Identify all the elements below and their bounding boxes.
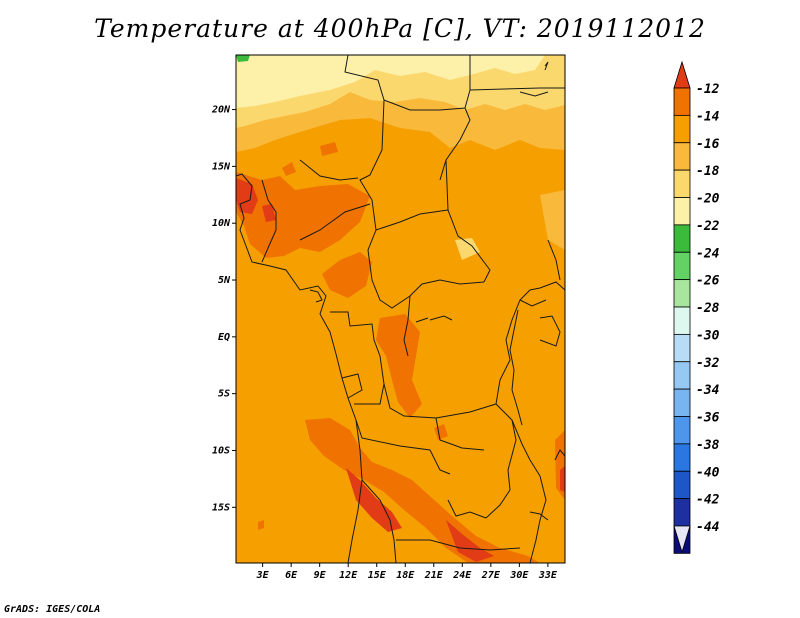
colorbar-box bbox=[673, 142, 691, 171]
colorbar-label: -40 bbox=[696, 465, 720, 480]
field-green-patch bbox=[236, 55, 250, 62]
lon-tick-label: 12E bbox=[339, 570, 358, 581]
colorbar-label: -42 bbox=[696, 493, 720, 508]
colorbar-box bbox=[673, 114, 691, 144]
temperature-field bbox=[236, 55, 565, 563]
field-band-16-east bbox=[540, 190, 565, 250]
colorbar-box bbox=[673, 306, 691, 335]
lat-tick-label: 15N bbox=[212, 161, 231, 172]
colorbar-label: -36 bbox=[696, 411, 720, 426]
colorbar-box bbox=[673, 197, 691, 226]
colorbar-label: -38 bbox=[696, 438, 720, 453]
colorbar-box bbox=[673, 361, 691, 390]
colorbar-label: -44 bbox=[696, 520, 720, 535]
colorbar-box bbox=[673, 470, 691, 500]
lon-tick-label: 18E bbox=[396, 570, 415, 581]
colorbar-label: -20 bbox=[696, 192, 720, 207]
colorbar-label: -14 bbox=[696, 109, 720, 124]
lat-tick-label: 20N bbox=[211, 105, 231, 116]
colorbar-label: -22 bbox=[696, 219, 720, 234]
colorbar-bottom-arrow bbox=[673, 525, 691, 554]
lon-tick-label: 27E bbox=[481, 570, 501, 581]
colorbar-box bbox=[673, 416, 691, 445]
map-frame bbox=[235, 54, 566, 564]
colorbar-box bbox=[673, 498, 691, 527]
lon-tick-label: 6E bbox=[285, 570, 298, 581]
lon-tick-label: 3E bbox=[256, 570, 270, 581]
lat-tick-label: 15S bbox=[212, 502, 230, 513]
colorbar-label: -32 bbox=[696, 356, 720, 371]
lon-tick-label: 9E bbox=[314, 570, 327, 581]
lat-tick-label: 10N bbox=[212, 218, 231, 229]
colorbar-label: -18 bbox=[696, 164, 720, 179]
colorbar-label: -16 bbox=[696, 137, 720, 152]
chart-title: Temperature at 400hPa [C], VT: 201911201… bbox=[94, 14, 706, 43]
country-borders bbox=[236, 55, 565, 563]
colorbar-label: -12 bbox=[696, 82, 720, 97]
lat-tick-label: 5N bbox=[218, 275, 231, 286]
colorbar-box bbox=[673, 279, 691, 308]
lon-tick-label: 33E bbox=[538, 570, 558, 581]
colorbar-label: -28 bbox=[696, 301, 720, 316]
lat-tick-label: 5S bbox=[218, 389, 230, 400]
colorbar-box bbox=[673, 169, 691, 198]
colorbar-top-arrow bbox=[673, 60, 691, 89]
map-axes: 3E 6E 9E 12E 15E 18E 21E 24E 27E 30E 33E 20N 15N 10N 5… bbox=[211, 105, 558, 581]
colorbar-label: -34 bbox=[696, 383, 720, 398]
field-band-20 bbox=[236, 55, 545, 108]
lat-tick-label: 10S bbox=[212, 445, 230, 456]
lon-tick-label: 30E bbox=[509, 570, 529, 581]
lat-tick-label: EQ bbox=[218, 332, 230, 343]
lon-tick-label: 21E bbox=[424, 570, 444, 581]
colorbar: -12 -14 -16 -18 -20 -22 -24 -26 -28 -30 -32 -34 -36 -… bbox=[673, 60, 720, 554]
colorbar-label: -26 bbox=[696, 274, 720, 289]
colorbar-label: -24 bbox=[696, 246, 720, 261]
colorbar-box bbox=[673, 224, 691, 253]
colorbar-box bbox=[673, 333, 691, 363]
colorbar-box bbox=[673, 87, 691, 116]
colorbar-label: -30 bbox=[696, 328, 720, 343]
lon-tick-label: 15E bbox=[368, 570, 387, 581]
field-band-18-east bbox=[455, 238, 480, 260]
lon-tick-label: 24E bbox=[452, 570, 472, 581]
field-band-12-patches bbox=[236, 142, 565, 563]
grads-credit: GrADS: IGES/COLA bbox=[4, 604, 101, 615]
colorbar-box bbox=[673, 388, 691, 417]
colorbar-box bbox=[673, 443, 691, 472]
colorbar-box bbox=[673, 251, 691, 281]
